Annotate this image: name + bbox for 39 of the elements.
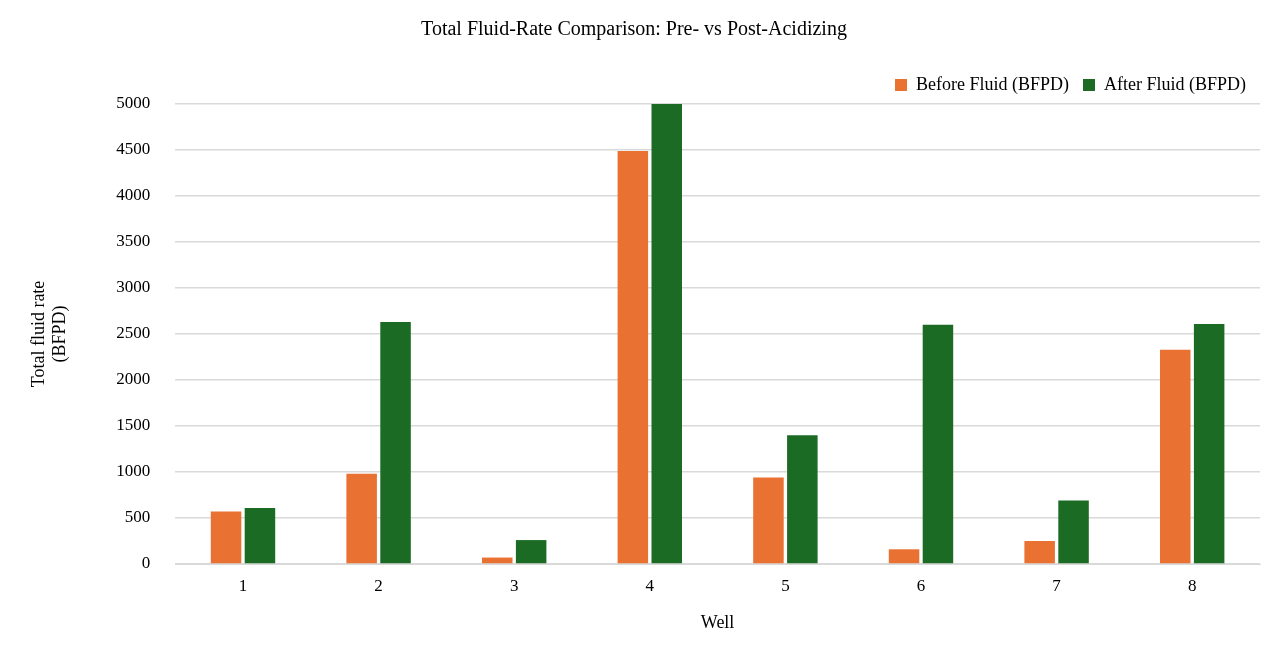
bar	[380, 322, 411, 564]
bar	[1159, 349, 1191, 564]
y-tick-label: 2500	[116, 323, 151, 343]
bar	[651, 104, 683, 564]
bar	[210, 511, 242, 564]
bar	[346, 473, 377, 564]
x-axis-title: Well	[700, 611, 735, 632]
bar	[787, 435, 818, 564]
x-tick-label: 3	[509, 575, 519, 595]
bar	[1193, 323, 1225, 564]
chart-title: Total Fluid-Rate Comparison: Pre- vs Post-Acidizing	[421, 17, 847, 41]
bar	[617, 150, 649, 564]
bar	[888, 549, 920, 564]
bar	[753, 477, 784, 564]
x-tick-label: 7	[1052, 575, 1062, 595]
x-tick-label: 2	[374, 575, 383, 595]
y-tick-label: 1500	[116, 415, 151, 435]
y-tick-label: 3500	[116, 231, 151, 251]
legend-label: Before Fluid (BFPD)	[916, 73, 1069, 95]
y-tick-label: 5000	[116, 93, 151, 113]
x-tick-label: 1	[238, 575, 248, 595]
x-tick-label: 6	[916, 575, 926, 595]
bar	[922, 324, 954, 564]
bar	[1058, 500, 1089, 564]
y-tick-label: 2000	[116, 369, 151, 389]
y-tick-label: 3000	[116, 277, 151, 297]
bar	[1024, 541, 1055, 564]
bar	[244, 507, 276, 564]
legend-label: After Fluid (BFPD)	[1104, 73, 1247, 95]
y-tick-label: 500	[124, 507, 151, 527]
y-axis-title: Total fluid rate (BFPD)	[27, 280, 71, 388]
y-tick-label: 0	[141, 553, 151, 573]
x-tick-label: 4	[645, 575, 655, 595]
x-tick-label: 8	[1187, 575, 1197, 595]
x-tick-label: 5	[781, 575, 790, 595]
y-tick-label: 4500	[116, 139, 151, 159]
bar	[515, 540, 547, 564]
y-tick-label: 1000	[116, 461, 151, 481]
y-tick-label: 4000	[116, 185, 151, 205]
